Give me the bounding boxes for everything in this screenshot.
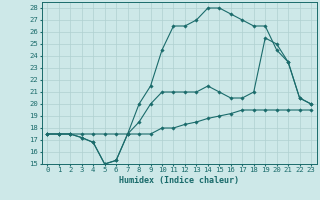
X-axis label: Humidex (Indice chaleur): Humidex (Indice chaleur) bbox=[119, 176, 239, 185]
